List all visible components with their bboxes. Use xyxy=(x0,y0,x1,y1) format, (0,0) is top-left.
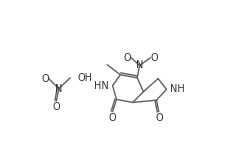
Text: HN: HN xyxy=(94,81,109,91)
Text: OH: OH xyxy=(77,73,92,83)
Text: O: O xyxy=(155,113,163,123)
Text: NH: NH xyxy=(170,84,184,94)
Text: O: O xyxy=(41,74,49,84)
Text: N: N xyxy=(55,84,62,94)
Text: O: O xyxy=(109,113,116,123)
Text: O: O xyxy=(53,102,60,112)
Text: O: O xyxy=(150,53,158,63)
Text: O: O xyxy=(123,53,131,63)
Text: N: N xyxy=(136,60,143,70)
